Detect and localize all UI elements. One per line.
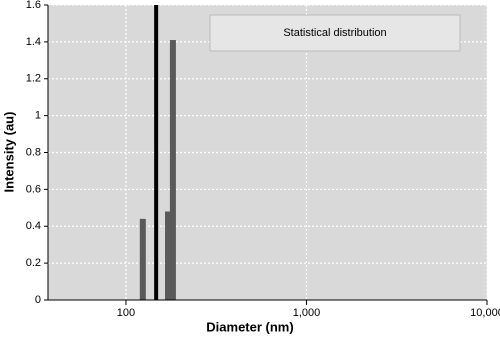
x-tick-label: 1,000 — [293, 307, 321, 319]
y-tick-label: 0 — [35, 294, 41, 306]
bar — [169, 40, 176, 300]
y-tick-label: 1 — [35, 110, 41, 122]
legend-label: Statistical distribution — [283, 27, 386, 39]
y-tick-label: 1.4 — [26, 36, 41, 48]
x-tick-label: 10,000 — [470, 307, 500, 319]
y-tick-label: 0.6 — [26, 183, 41, 195]
y-tick-label: 1.6 — [26, 0, 41, 11]
y-tick-label: 0.2 — [26, 257, 41, 269]
y-tick-label: 0.8 — [26, 146, 41, 158]
y-tick-label: 0.4 — [26, 220, 41, 232]
legend-box — [209, 14, 461, 52]
bar — [154, 5, 159, 300]
bar — [139, 218, 146, 300]
bar — [165, 211, 172, 300]
x-tick-label: 100 — [117, 307, 135, 319]
x-axis-title: Diameter (nm) — [206, 319, 293, 334]
y-axis-title: Intensity (au) — [1, 112, 16, 193]
y-tick-label: 1.2 — [26, 73, 41, 85]
